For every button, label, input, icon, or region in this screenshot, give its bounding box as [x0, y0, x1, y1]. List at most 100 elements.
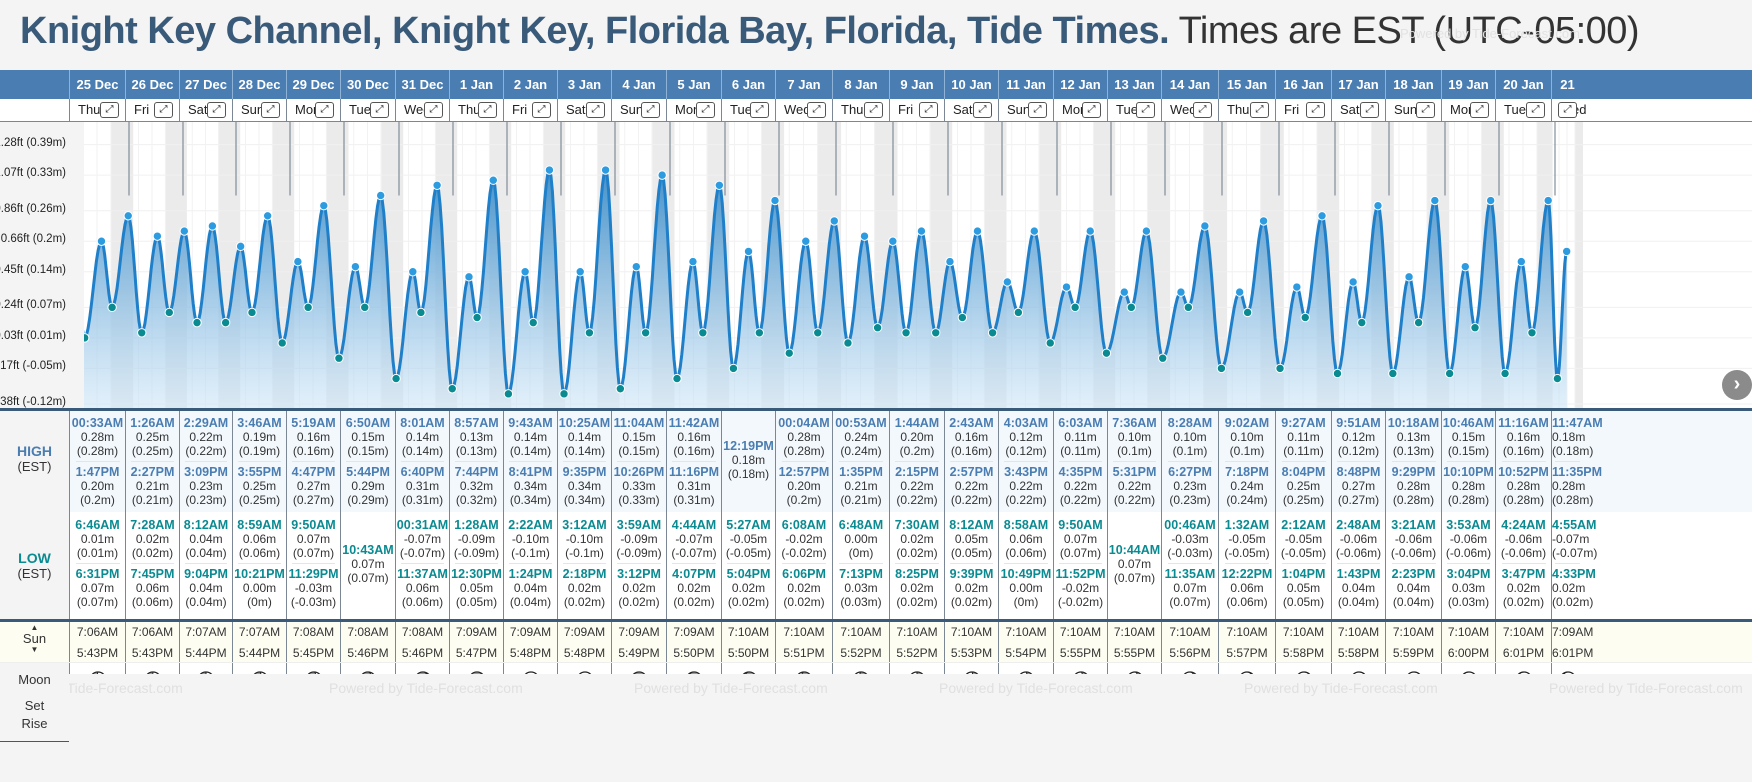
expand-day-button[interactable]: ⤢ [100, 102, 119, 118]
low-tide-height-alt: (-0.1m) [565, 546, 604, 560]
divider [1281, 563, 1326, 564]
expand-day-button[interactable]: ⤢ [1028, 102, 1047, 118]
high-tide-height-alt: (0.22m) [1005, 493, 1047, 507]
low-tide-point [303, 302, 313, 313]
low-tide-cell: 8:58AM 0.06m (0.06m) 10:49PM 0.00m (0m) [998, 512, 1053, 619]
low-tide-time: 8:12AM [183, 518, 229, 532]
low-tide-time: 8:12AM [949, 518, 994, 532]
watermark: Powered by Tide-Forecast.com [1400, 26, 1580, 41]
expand-day-button[interactable]: ⤢ [1082, 102, 1101, 118]
high-tide-time: 11:16AM [1498, 416, 1549, 430]
expand-day-button[interactable]: ⤢ [696, 102, 715, 118]
low-tide-height: -0.02m [785, 532, 823, 546]
expand-day-button[interactable]: ⤢ [641, 102, 660, 118]
sunrise-time: 7:10AM [783, 625, 825, 639]
high-tide-time: 9:35PM [562, 465, 607, 479]
high-tide-time: 1:35PM [839, 465, 883, 479]
high-tide-time: 8:01AM [400, 416, 445, 430]
divider [617, 461, 661, 462]
high-tide-height: 0.28m [1552, 479, 1586, 493]
low-tide-cell: 2:12AM -0.05m (-0.05m) 1:04PM 0.05m (0.05m) [1275, 512, 1331, 619]
date-header: 2 Jan [503, 70, 557, 99]
sun-cell: 7:10AM 5:56PM [1161, 622, 1218, 662]
low-tide-height-alt: (-0.03m) [290, 595, 337, 609]
sun-cell: 7:10AM 5:50PM [721, 622, 775, 662]
expand-day-button[interactable]: ⤢ [919, 102, 938, 118]
page-title-timezone: Times are EST (UTC-05:00) [1178, 10, 1640, 52]
weekday-label: Tue [1116, 102, 1138, 117]
expand-day-button[interactable]: ⤢ [807, 102, 826, 118]
sunrise-time: 7:10AM [1447, 625, 1490, 639]
low-tide-height-alt: (-0.1m) [511, 546, 550, 560]
high-tide-time: 9:29PM [1391, 465, 1436, 479]
expand-day-button[interactable]: ⤢ [1306, 102, 1325, 118]
date-header: 7 Jan [775, 70, 832, 99]
expand-day-button[interactable]: ⤢ [1250, 102, 1269, 118]
low-tide-time: 1:28AM [454, 518, 499, 532]
low-tide-time: 3:12AM [562, 518, 607, 532]
expand-day-button[interactable]: ⤢ [750, 102, 769, 118]
low-tide-cell: 9:50AM 0.07m (0.07m) 11:29PM -0.03m (-0.03m) [286, 512, 340, 619]
expand-day-button[interactable]: ⤢ [1558, 102, 1577, 118]
high-tide-point [1061, 282, 1072, 292]
expand-day-button[interactable]: ⤢ [1360, 102, 1379, 118]
sun-label: ▲ Sun ▼ [0, 622, 69, 662]
expand-day-button[interactable]: ⤢ [370, 102, 389, 118]
expand-day-button[interactable]: ⤢ [1526, 102, 1545, 118]
high-tide-point [207, 221, 218, 231]
expand-day-button[interactable]: ⤢ [315, 102, 334, 118]
low-tide-time: 3:53AM [1446, 518, 1491, 532]
sunrise-time: 7:10AM [896, 625, 938, 639]
sun-cell: 7:10AM 5:52PM [889, 622, 944, 662]
expand-day-button[interactable]: ⤢ [1470, 102, 1489, 118]
high-tide-point [235, 241, 246, 252]
low-tide-height-alt: (0.07m) [292, 546, 335, 560]
page-title-location: Knight Key Channel, Knight Key, Florida … [20, 10, 1170, 52]
low-tide-cell: 8:12AM 0.04m (0.04m) 9:04PM 0.04m (0.04m) [179, 512, 232, 619]
low-tide-point [360, 302, 370, 313]
high-tide-point [262, 211, 273, 221]
low-tide-height-alt: (-0.05m) [1280, 546, 1327, 560]
expand-day-button[interactable]: ⤢ [1193, 102, 1212, 118]
expand-day-button[interactable]: ⤢ [532, 102, 551, 118]
expand-day-button[interactable]: ⤢ [973, 102, 992, 118]
high-tide-cell: 10:46AM 0.15m (0.15m) 10:10PM 0.28m (0.28m) [1441, 411, 1495, 512]
divider [509, 461, 552, 462]
expand-day-button[interactable]: ⤢ [261, 102, 280, 118]
expand-day-button[interactable]: ⤢ [1416, 102, 1435, 118]
expand-day-button[interactable]: ⤢ [586, 102, 605, 118]
low-tide-point [107, 302, 117, 313]
moonrise-label: Rise [21, 716, 48, 731]
high-tide-point [945, 256, 955, 267]
low-tide-height-alt: (0.05m) [455, 595, 498, 609]
divider [238, 461, 281, 462]
low-tide-height-alt: (0.05m) [1282, 595, 1325, 609]
low-tide-time: 10:21PM [234, 567, 285, 581]
expand-icon: ⤢ [701, 104, 710, 115]
low-tide-height: -0.02m [1061, 581, 1100, 595]
low-tide-time: 9:50AM [291, 518, 336, 532]
expand-day-button[interactable]: ⤢ [207, 102, 226, 118]
divider [401, 461, 444, 462]
sunrise-time: 7:10AM [1502, 625, 1545, 639]
expand-day-button[interactable]: ⤢ [478, 102, 497, 118]
sunrise-time: 7:09AM [673, 625, 715, 639]
low-tide-height: 0.03m [1451, 581, 1486, 595]
low-tide-height: -0.03m [1171, 532, 1209, 546]
divider [1501, 563, 1546, 564]
expand-day-button[interactable]: ⤢ [864, 102, 883, 118]
high-tide-height: 0.22m [189, 430, 223, 444]
high-tide-height: 0.15m [622, 430, 656, 444]
tide-chart [84, 122, 1752, 408]
divider [1447, 563, 1490, 564]
date-header: 31 Dec [395, 70, 449, 99]
low-tide-cell: 5:27AM -0.05m (-0.05m) 5:04PM 0.02m (0.02m) [721, 512, 775, 619]
high-tide-point [1543, 195, 1553, 206]
expand-day-button[interactable]: ⤢ [1136, 102, 1155, 118]
expand-day-button[interactable]: ⤢ [154, 102, 173, 118]
weekday-cell: Tue ⤢ [1107, 99, 1161, 121]
expand-day-button[interactable]: ⤢ [424, 102, 443, 118]
next-page-button[interactable]: › [1722, 370, 1752, 400]
low-tide-height: -0.06m [1504, 532, 1543, 546]
weekday-cell: Tue ⤢ [1495, 99, 1551, 121]
